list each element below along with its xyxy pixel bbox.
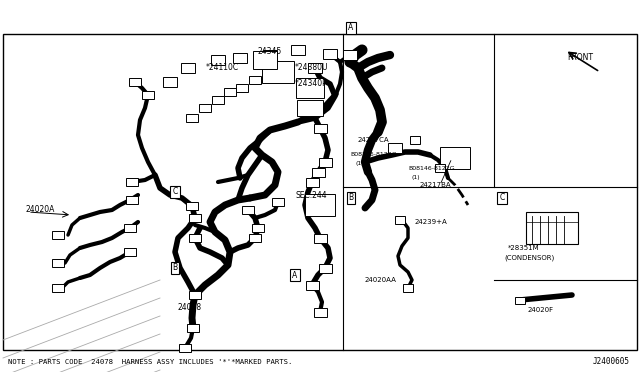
Text: 24217BA: 24217BA [420,182,452,188]
Bar [3,34,637,350]
Bar [124,248,136,256]
Text: A: A [292,270,298,279]
Bar [435,164,445,172]
Bar [52,259,64,267]
Text: 24020A: 24020A [25,205,54,215]
Bar [388,143,402,153]
Bar [181,63,195,73]
Text: (1): (1) [355,160,364,166]
Bar [224,88,236,96]
Bar [305,194,335,216]
Bar [126,178,138,186]
Bar [211,55,225,65]
Bar [515,296,525,304]
Bar [395,216,405,224]
Bar [186,114,198,122]
Bar [312,167,324,176]
Bar [242,206,254,214]
Text: *28351M: *28351M [508,245,540,251]
Bar [163,77,177,87]
Text: *24340P: *24340P [295,80,328,89]
Text: 24078: 24078 [178,304,202,312]
Bar [319,263,332,273]
Bar [308,63,322,73]
Bar [314,234,326,243]
Bar [189,214,201,222]
Bar [297,100,323,116]
Text: *24110C: *24110C [206,64,239,73]
Bar [179,344,191,352]
Text: B08146-8122G: B08146-8122G [350,153,397,157]
Text: 24020F: 24020F [528,307,554,313]
Text: (CONDENSOR): (CONDENSOR) [504,255,554,261]
Bar [296,78,324,98]
Bar [314,124,326,132]
Text: B: B [348,193,353,202]
Bar [323,49,337,59]
Text: C: C [172,187,178,196]
Bar [253,51,277,69]
Bar [189,291,201,299]
Bar [187,324,199,332]
Bar [129,78,141,86]
Bar [189,234,201,242]
Bar [186,202,198,210]
Bar [291,45,305,55]
Bar [236,84,248,92]
Bar [526,212,578,244]
Bar [262,61,294,83]
Bar [52,231,64,239]
Bar [319,157,332,167]
Text: C: C [499,193,504,202]
Bar [263,50,277,60]
Bar [410,136,420,144]
Text: J2400605: J2400605 [593,357,630,366]
Bar [343,50,357,60]
Bar [305,177,319,186]
Bar [314,308,326,317]
Text: 24020AA: 24020AA [365,277,397,283]
Bar [233,53,247,63]
Bar [142,91,154,99]
Text: B08146-8122G: B08146-8122G [408,166,454,170]
Bar [249,76,261,84]
Bar [272,198,284,206]
Text: 24345: 24345 [258,48,282,57]
Bar [249,234,261,242]
Text: FRONT: FRONT [567,54,593,62]
Bar [52,284,64,292]
Text: SEC.244: SEC.244 [295,190,326,199]
Bar [126,196,138,204]
Text: (1): (1) [412,174,420,180]
Text: 24239+A: 24239+A [415,219,448,225]
Text: B: B [172,263,177,273]
Text: A: A [348,23,354,32]
Bar [252,224,264,232]
Text: *24380U: *24380U [295,64,328,73]
Bar [212,96,224,104]
Bar [199,104,211,112]
Bar [403,284,413,292]
Bar [305,280,319,289]
Text: 24217CA: 24217CA [358,137,390,143]
Bar [440,147,470,169]
Bar [124,224,136,232]
Text: NOTE : PARTS CODE  24078  HARNESS ASSY INCLUDES '*'*MARKED PARTS.: NOTE : PARTS CODE 24078 HARNESS ASSY INC… [8,359,292,365]
